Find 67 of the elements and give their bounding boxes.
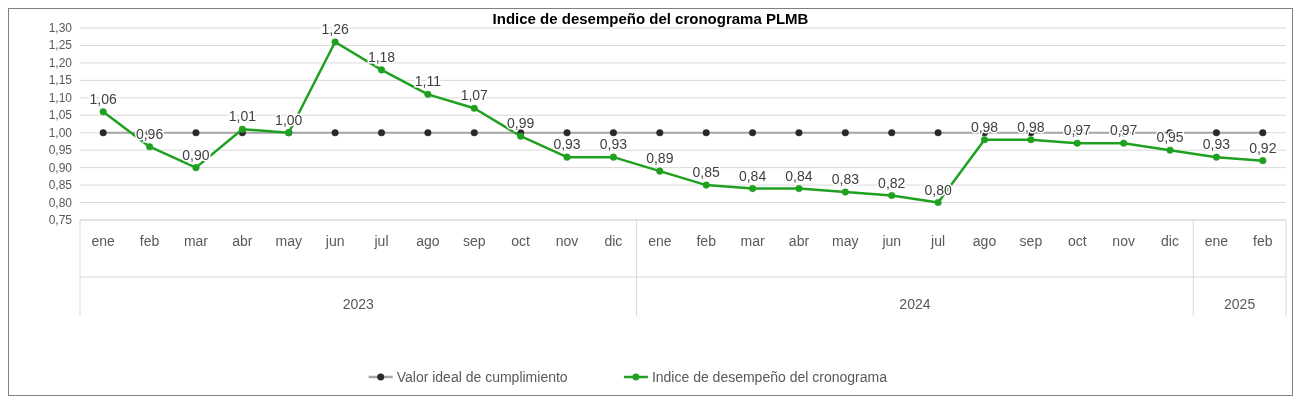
y-tick-label: 0,85 — [48, 178, 73, 193]
chart-title: Indice de desempeño del cronograma PLMB — [492, 10, 809, 27]
legend-label: Valor ideal de cumplimiento — [396, 369, 568, 385]
x-tick-label: nov — [1112, 233, 1135, 249]
x-tick-label: jul — [373, 233, 389, 249]
x-tick-label: mar — [740, 233, 765, 249]
data-label: 0,84 — [785, 167, 813, 184]
data-label: 0,89 — [646, 150, 674, 167]
data-label: 1,26 — [321, 20, 349, 37]
x-tick-label: ene — [1204, 233, 1229, 249]
text: 2023 — [342, 296, 375, 312]
x-tick-label: ene — [648, 233, 672, 249]
data-label: 0,83 — [831, 171, 860, 188]
y-tick-label: 1,25 — [48, 38, 73, 53]
x-tick-label: sep — [1019, 233, 1043, 249]
x-tick-label: ago — [416, 233, 440, 249]
data-label: 0,92 — [1249, 139, 1277, 156]
x-tick-label: dic — [604, 233, 623, 249]
data-label: 0,84 — [738, 167, 767, 184]
x-tick-label: mar — [183, 233, 209, 249]
x-tick-label: oct — [511, 233, 531, 249]
data-label: 0,93 — [599, 136, 628, 153]
y-tick-label: 0,90 — [48, 160, 73, 175]
y-tick-label: 1,15 — [48, 73, 73, 88]
data-label: 0,82 — [878, 174, 906, 191]
legend-label: Indice de desempeño del cronograma — [651, 369, 888, 385]
text: 2025 — [1224, 296, 1256, 312]
x-tick-label: ago — [972, 233, 997, 249]
data-label: 1,06 — [89, 90, 118, 107]
x-tick-label: jun — [324, 233, 345, 249]
data-label: 1,07 — [460, 87, 489, 104]
data-label: 1,11 — [414, 73, 442, 90]
x-tick-label: ene — [91, 233, 116, 249]
data-label: 0,97 — [1110, 122, 1138, 139]
x-tick-label: may — [275, 233, 302, 249]
y-tick-label: 0,80 — [48, 195, 73, 210]
data-label: 0,93 — [553, 136, 581, 153]
y-tick-label: 1,00 — [48, 125, 73, 140]
data-label: 0,93 — [1202, 136, 1231, 153]
x-tick-label: sep — [462, 233, 486, 249]
x-tick-label: feb — [696, 233, 717, 249]
data-label: 0,99 — [507, 115, 535, 132]
y-tick-label: 1,05 — [48, 108, 73, 123]
data-label: 1,18 — [367, 48, 396, 65]
x-tick-label: feb — [1253, 233, 1273, 249]
data-label: 0,95 — [1156, 129, 1184, 146]
x-tick-label: oct — [1067, 233, 1087, 249]
x-tick-label: abr — [232, 233, 253, 249]
y-tick-label: 0,75 — [48, 213, 73, 227]
y-tick-label: 1,30 — [48, 21, 73, 35]
x-tick-label: may — [832, 233, 859, 249]
data-label: 0,98 — [1017, 118, 1045, 135]
x-tick-label: dic — [1161, 233, 1179, 249]
data-label: 0,98 — [970, 118, 999, 135]
x-tick-label: jul — [930, 233, 946, 249]
x-tick-label: feb — [139, 233, 160, 249]
data-label: 0,90 — [182, 146, 210, 163]
y-tick-label: 1,10 — [48, 90, 73, 105]
data-label: 0,85 — [692, 164, 721, 181]
x-tick-label: nov — [555, 233, 579, 249]
y-tick-label: 0,95 — [48, 143, 73, 158]
y-tick-label: 1,20 — [48, 55, 73, 70]
data-label: 1,01 — [228, 108, 257, 125]
x-tick-label: jun — [881, 233, 902, 249]
x-tick-label: abr — [788, 233, 810, 249]
text: 2024 — [899, 296, 931, 312]
data-label: 0,97 — [1063, 122, 1092, 139]
